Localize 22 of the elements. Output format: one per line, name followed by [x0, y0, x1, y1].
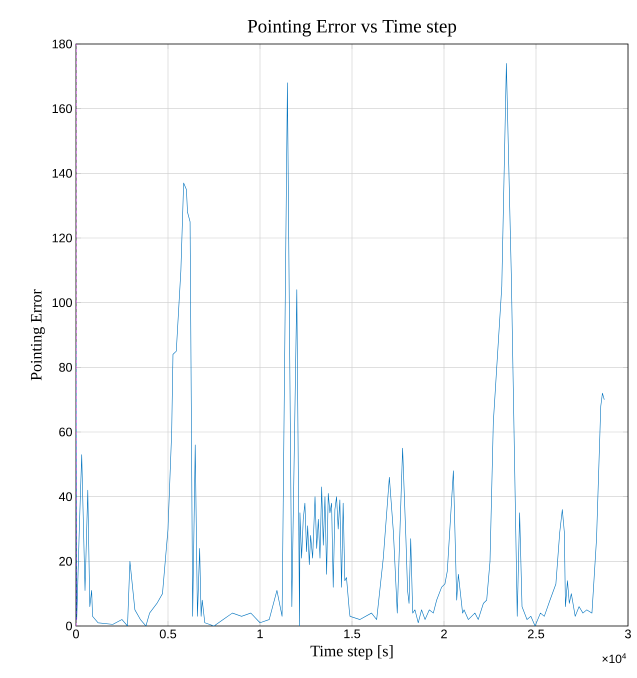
- y-tick-label: 140: [52, 168, 72, 178]
- y-tick-label: 60: [59, 428, 72, 436]
- x-tick-label: 1.5: [344, 630, 360, 638]
- y-tick-label: 100: [52, 298, 72, 308]
- x-axis-title: Time step [s]: [310, 645, 393, 660]
- x-tick-label: 3: [625, 630, 631, 638]
- x-tick-label: 1: [257, 630, 263, 638]
- y-tick-label: 120: [52, 234, 72, 242]
- x-tick-label: 0: [73, 630, 79, 638]
- x-tick-label: 2.5: [528, 630, 544, 638]
- x-tick-label: 0.5: [160, 630, 176, 638]
- chart-title: Pointing Error vs Time step: [248, 20, 456, 36]
- y-axis-title: Pointing Error: [30, 289, 45, 380]
- y-tick-label: 0: [66, 622, 72, 630]
- y-tick-label: 20: [59, 556, 72, 566]
- y-tick-label: 80: [59, 362, 72, 372]
- x-tick-label: 2: [441, 630, 447, 638]
- y-tick-label: 40: [58, 492, 72, 502]
- line-series: [76, 63, 605, 626]
- y-tick-label: 180: [52, 40, 72, 48]
- text: ×10$^{4}$: [602, 653, 626, 664]
- y-tick-label: 160: [52, 104, 72, 114]
